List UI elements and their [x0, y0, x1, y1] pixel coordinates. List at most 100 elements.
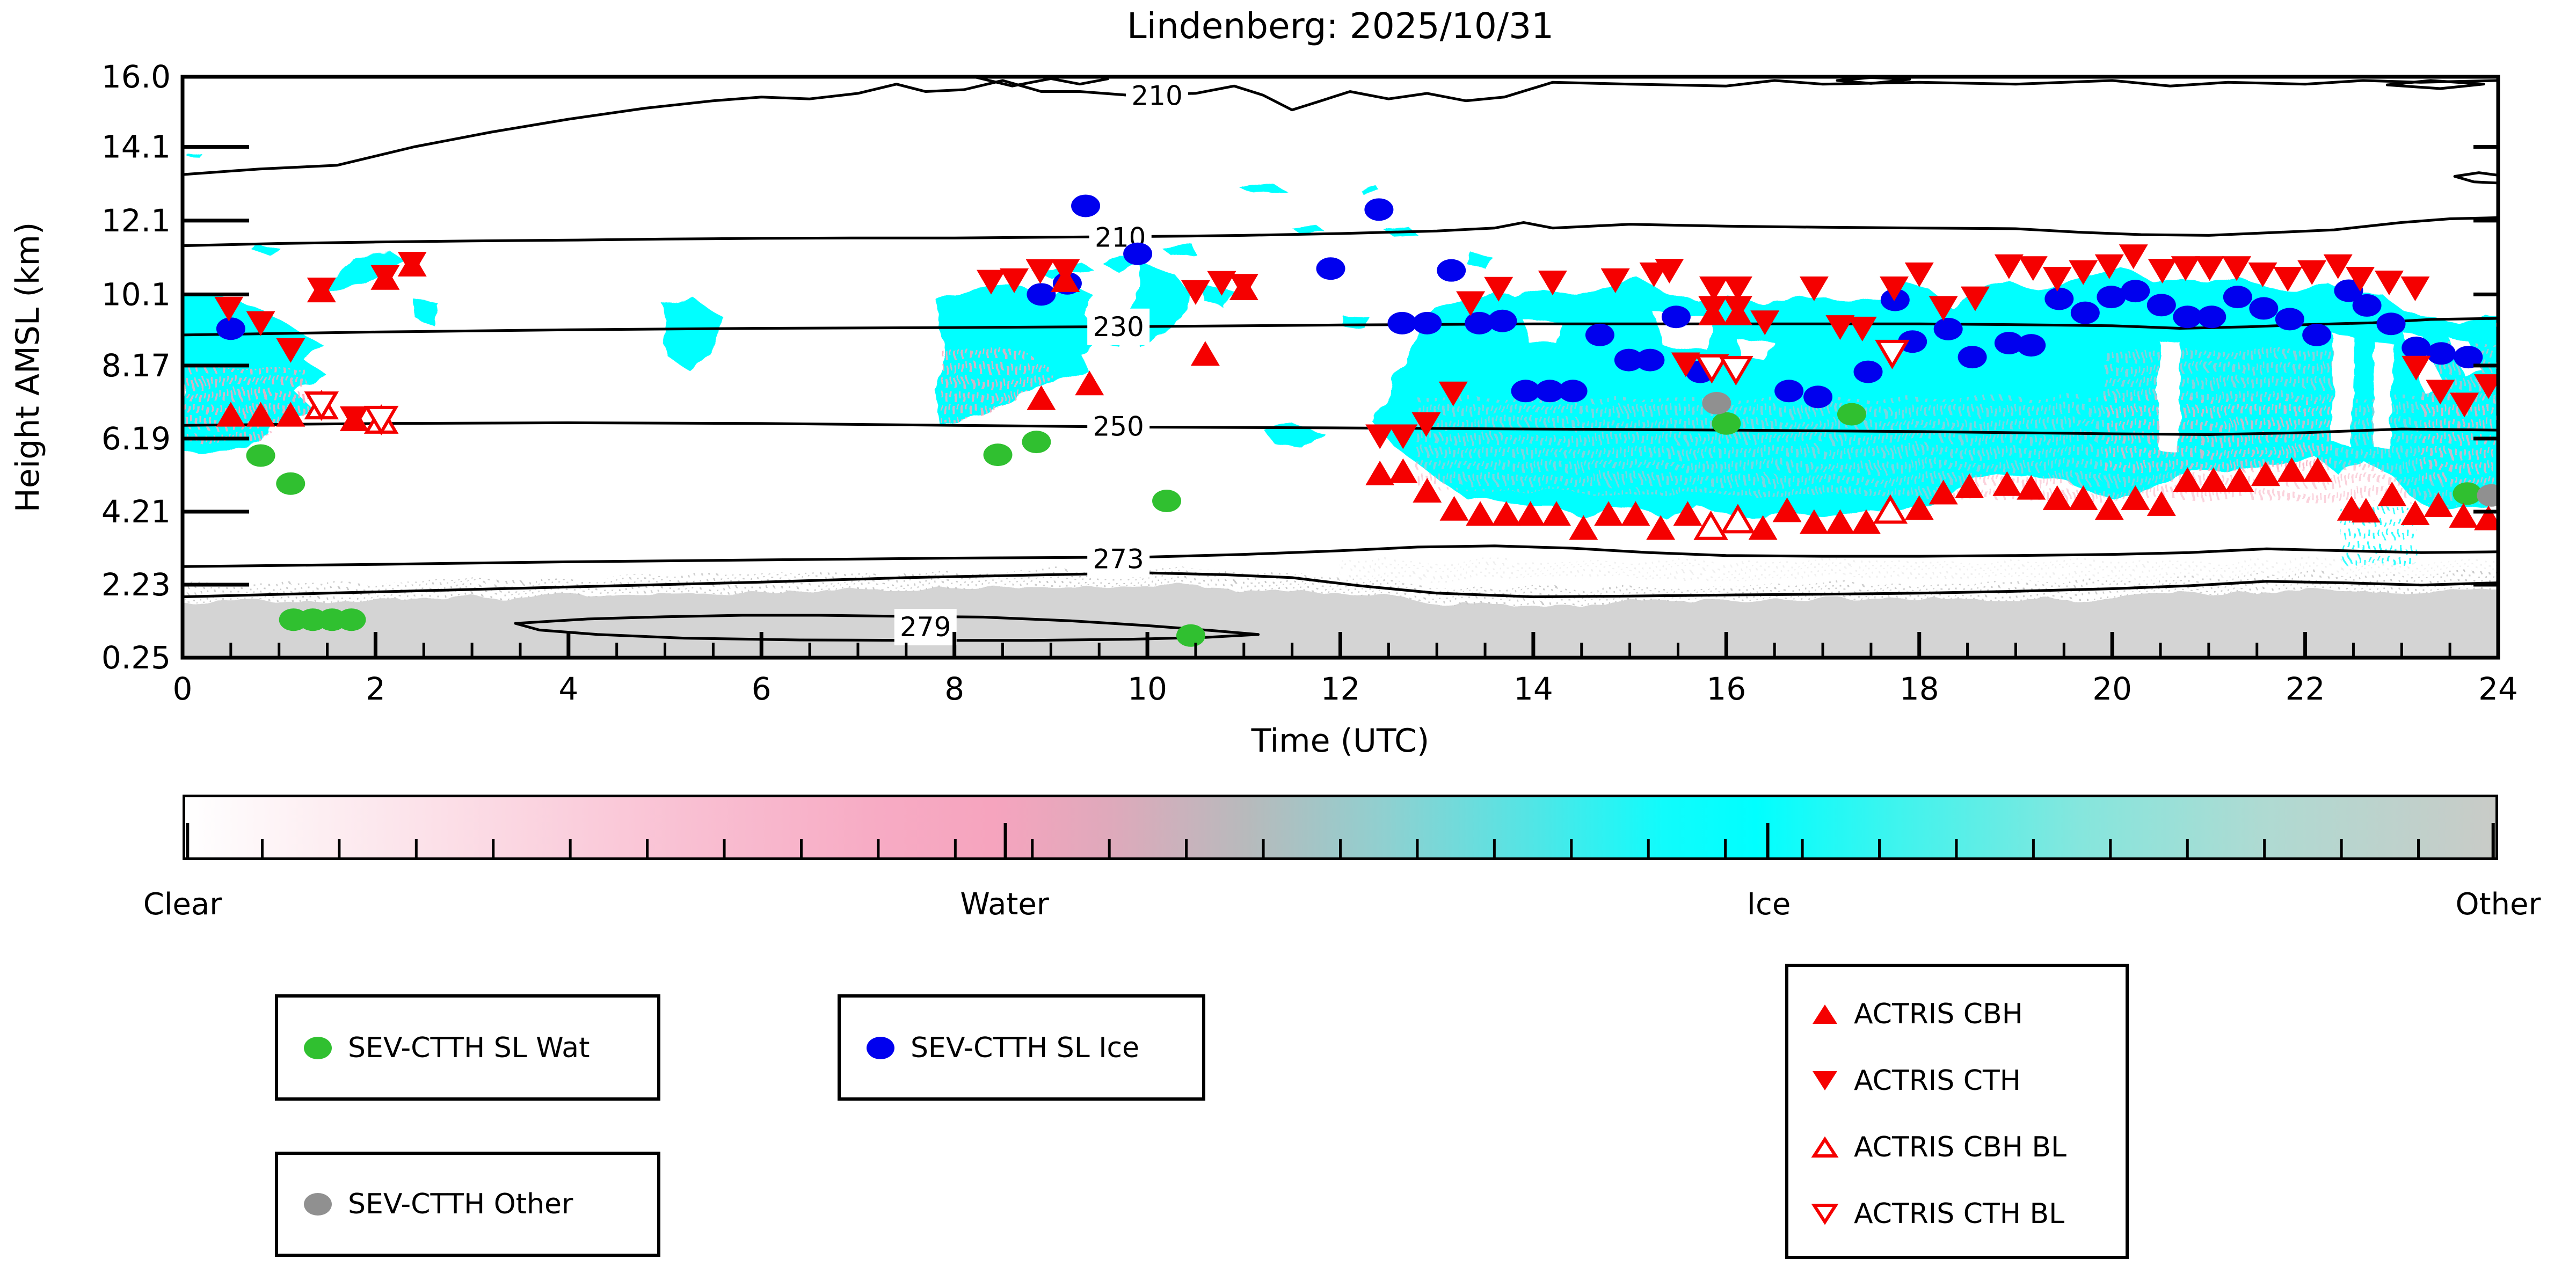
- marker-sev-ctth-sl-ice: [2352, 294, 2382, 317]
- marker-actris-cth: [2069, 260, 2098, 285]
- marker-actris-cth: [2018, 256, 2048, 281]
- marker-actris-cth: [1365, 424, 1395, 449]
- marker-actris-cth: [2042, 267, 2072, 292]
- actris-cbh-icon: [1813, 1005, 1837, 1024]
- marker-actris-cth: [1799, 276, 1829, 302]
- marker-sev-ctth-sl-ice: [2249, 297, 2279, 320]
- marker-sev-ctth-sl-ice: [1853, 360, 1883, 383]
- marker-actris-cth: [1671, 352, 1700, 377]
- marker-actris-cbh: [1542, 501, 1571, 526]
- marker-actris-cbh: [1646, 515, 1676, 540]
- marker-actris-cbh: [1439, 496, 1469, 521]
- ice-region: [1239, 183, 1287, 193]
- marker-sev-ctth-sl-wat: [1176, 624, 1205, 647]
- marker-actris-cth: [276, 338, 305, 363]
- marker-actris-cbh: [1825, 509, 1855, 534]
- marker-actris-cth: [1051, 259, 1080, 284]
- contour-label-250: 250: [1093, 411, 1144, 442]
- marker-actris-cbh-bl: [1693, 510, 1728, 540]
- marker-sev-ctth-sl-wat: [1152, 490, 1182, 513]
- marker-sev-ctth-sl-wat: [246, 444, 275, 467]
- contour-label-273: 273: [1093, 544, 1144, 575]
- marker-actris-cbh-bl: [1873, 494, 1908, 524]
- marker-actris-cbh: [1799, 509, 1829, 534]
- x-tick-label: 20: [2092, 671, 2132, 707]
- marker-sev-ctth-sl-ice: [1364, 198, 1394, 221]
- x-tick-label: 10: [1127, 671, 1167, 707]
- marker-actris-cbh: [1851, 509, 1881, 534]
- contour-label-230: 230: [1093, 311, 1144, 343]
- marker-actris-cth: [246, 311, 275, 336]
- marker-sev-ctth-sl-ice: [2426, 342, 2456, 365]
- marker-actris-cbh: [1594, 501, 1624, 526]
- marker-sev-ctth-sl-ice: [1958, 346, 1987, 369]
- marker-actris-cth: [1538, 271, 1567, 296]
- marker-actris-cbh: [2449, 503, 2478, 528]
- ice-region: [1466, 252, 1495, 269]
- x-tick-label: 6: [752, 671, 772, 707]
- marker-actris-cbh: [1027, 385, 1056, 410]
- marker-sev-ctth-sl-ice: [1898, 330, 1927, 353]
- classification-field: [183, 151, 2498, 658]
- marker-actris-cbh: [1673, 501, 1702, 526]
- marker-actris-cbh: [2042, 485, 2072, 510]
- marker-sev-ctth-sl-ice: [216, 317, 245, 340]
- marker-actris-cth-bl: [363, 405, 399, 435]
- marker-actris-cbh-bl: [1720, 504, 1756, 534]
- marker-actris-cbh: [2377, 481, 2407, 506]
- water-speckle-region: [940, 350, 1061, 424]
- marker-actris-cth: [1698, 296, 1728, 321]
- marker-actris-cbh: [2400, 500, 2430, 526]
- marker-actris-cth: [2426, 380, 2455, 405]
- legend-sev-ice: SEV-CTTH SL Ice: [838, 994, 1205, 1101]
- marker-actris-cth: [1411, 412, 1441, 437]
- marker-actris-cth: [1438, 381, 1468, 406]
- x-axis-label: Time (UTC): [1251, 722, 1430, 760]
- marker-actris-cth: [2248, 262, 2277, 287]
- marker-actris-cth: [1207, 271, 1236, 296]
- marker-actris-cbh: [1955, 473, 1984, 498]
- colorbar-label-clear: Clear: [143, 887, 222, 922]
- marker-actris-cbh: [1075, 370, 1104, 396]
- ice-region: [1200, 283, 1234, 309]
- marker-actris-cbh: [1748, 515, 1778, 540]
- sev-ice-circle-icon: [867, 1037, 894, 1059]
- marker-actris-cth: [1723, 296, 1752, 321]
- legend-label-actris-cbh-bl: ACTRIS CBH BL: [1854, 1131, 2066, 1163]
- marker-sev-ctth-sl-ice: [1880, 288, 1910, 311]
- marker-actris-cth: [1960, 286, 1990, 311]
- marker-actris-cth: [1025, 259, 1055, 284]
- marker-sev-ctth-sl-ice: [1774, 380, 1804, 403]
- legend-label-sev-other: SEV-CTTH Other: [348, 1188, 573, 1220]
- marker-actris-cth: [1880, 276, 1909, 302]
- marker-sev-ctth-sl-ice: [2146, 294, 2176, 317]
- marker-sev-ctth-sl-wat: [1712, 412, 1741, 435]
- marker-actris-cth: [1600, 268, 1630, 293]
- x-tick-label: 2: [366, 671, 385, 707]
- sev-other-circle-icon: [304, 1193, 332, 1216]
- marker-sev-ctth-sl-ice: [2454, 346, 2483, 369]
- marker-actris-cbh: [1413, 478, 1442, 503]
- marker-sev-ctth-sl-ice: [1488, 309, 1517, 332]
- marker-actris-cth: [2474, 374, 2498, 399]
- marker-sev-ctth-sl-ice: [2402, 336, 2431, 359]
- marker-actris-cbh: [1621, 501, 1650, 526]
- marker-actris-cth: [2195, 256, 2224, 281]
- marker-actris-cbh: [2351, 498, 2381, 523]
- marker-actris-cth: [1456, 291, 1486, 316]
- marker-actris-cbh: [2017, 475, 2046, 500]
- x-tick-label: 4: [558, 671, 578, 707]
- ice-region: [1162, 243, 1196, 256]
- marker-actris-cbh: [1992, 471, 2022, 496]
- marker-sev-ctth-sl-ice: [2302, 323, 2332, 346]
- legend-actris: ACTRIS CBH ACTRIS CTH ACTRIS CBH BL ACTR…: [1785, 964, 2129, 1259]
- marker-actris-cth: [1388, 424, 1418, 449]
- contour-label-279: 279: [900, 612, 951, 643]
- marker-actris-cbh: [1516, 501, 1545, 526]
- ice-region: [186, 151, 200, 156]
- marker-actris-cth: [2273, 267, 2303, 292]
- marker-sev-ctth-sl-ice: [1535, 380, 1564, 403]
- marker-actris-cth: [339, 406, 369, 431]
- y-tick-label: 0.25: [101, 639, 171, 676]
